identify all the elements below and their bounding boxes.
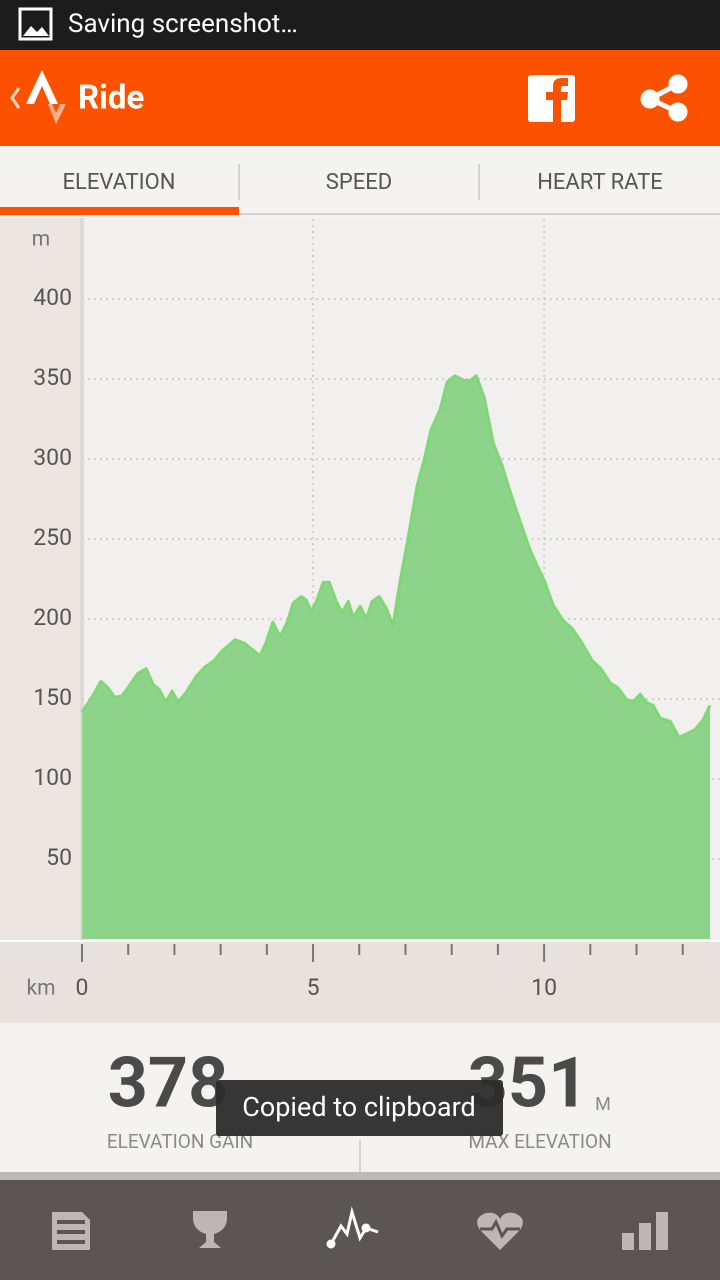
elevation-chart: 50 100 150 200 250 300 350 400 m 0 5 10 km <box>26 219 720 1001</box>
tab-underline <box>239 213 720 215</box>
x-tick-label: 5 <box>307 974 320 1001</box>
y-axis-unit: m <box>32 228 50 252</box>
status-text: Saving screenshot… <box>68 9 298 39</box>
stat-label: ELEVATION GAIN <box>107 1130 253 1153</box>
y-tick-label: 100 <box>33 764 72 791</box>
back-button[interactable] <box>10 87 21 109</box>
nav-shadow <box>0 1172 720 1180</box>
share-button[interactable] <box>640 74 688 122</box>
x-axis-unit: km <box>26 977 55 1001</box>
challenges-tab[interactable] <box>193 1211 227 1248</box>
tab[interactable]: HEART RATE <box>537 170 663 195</box>
status-bar <box>0 0 720 50</box>
tab-indicator <box>0 207 239 215</box>
stat-label: MAX ELEVATION <box>468 1130 611 1153</box>
y-tick-label: 300 <box>33 444 72 471</box>
analysis-tab[interactable] <box>326 1206 379 1249</box>
x-tick-label: 0 <box>76 974 89 1001</box>
stat-value: 378 <box>108 1042 228 1124</box>
y-tick-label: 350 <box>33 364 72 391</box>
tab-bar <box>0 146 720 218</box>
toast-text: Copied to clipboard <box>242 1091 475 1123</box>
elevation-area <box>82 375 710 939</box>
x-tick-label: 10 <box>531 974 557 1001</box>
stats-tab[interactable] <box>622 1212 668 1250</box>
y-axis-shadow <box>80 218 84 940</box>
app-logo <box>26 70 66 124</box>
y-tick-label: 150 <box>33 684 72 711</box>
app-title: Ride <box>78 79 144 118</box>
elevation-line <box>80 374 712 739</box>
feed-tab[interactable] <box>52 1212 90 1250</box>
y-tick-label: 200 <box>33 604 72 631</box>
tab[interactable]: ELEVATION <box>63 170 176 195</box>
toast <box>216 1080 503 1136</box>
y-tick-label: 50 <box>46 844 72 871</box>
y-tick-label: 400 <box>33 284 72 311</box>
y-tick-label: 250 <box>33 524 72 551</box>
bottom-nav <box>0 1180 720 1280</box>
app-bar <box>0 50 720 146</box>
heart-rate-tab[interactable] <box>477 1212 523 1250</box>
stat-unit: M <box>595 1094 611 1115</box>
y-axis-strip <box>0 218 82 940</box>
gallery-icon <box>18 7 53 41</box>
facebook-button[interactable] <box>528 75 575 122</box>
tab[interactable]: SPEED <box>326 170 392 195</box>
